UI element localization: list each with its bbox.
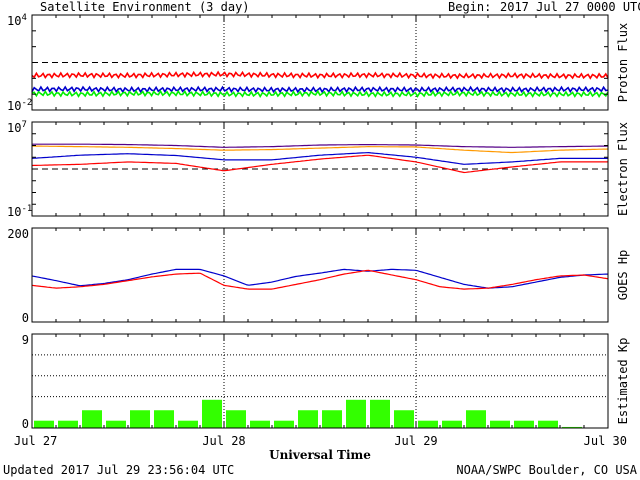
- panel-frame: [31, 333, 609, 429]
- kp-bar: [130, 410, 150, 428]
- series-line-1: [31, 85, 609, 94]
- y-tick-base: 10: [7, 205, 21, 219]
- y-tick-base: 0: [22, 417, 29, 431]
- y-tick-base: 10: [7, 99, 21, 113]
- y-tick-label: 9: [22, 333, 29, 347]
- credit-label: NOAA/SWPC Boulder, CO USA: [456, 463, 637, 477]
- y-axis-label: Proton Flux: [616, 23, 630, 102]
- x-tick-label: Jul 30: [584, 434, 627, 448]
- kp-bar: [58, 420, 78, 428]
- y-tick-base: 9: [22, 333, 29, 347]
- kp-bar: [418, 420, 438, 428]
- kp-bar: [562, 426, 582, 428]
- y-tick-label: 104: [7, 13, 27, 28]
- x-axis-title: Universal Time: [269, 448, 371, 462]
- y-tick-exponent: 4: [21, 13, 26, 23]
- y-tick-label: 200: [7, 227, 29, 241]
- y-axis-label: Electron Flux: [616, 122, 630, 216]
- kp-bar: [250, 420, 270, 428]
- kp-bar: [202, 399, 222, 428]
- series-line-0: [31, 268, 608, 289]
- y-axis-label: Estimated Kp: [616, 338, 630, 425]
- y-tick-base: 10: [7, 14, 21, 28]
- kp-bar: [82, 410, 102, 428]
- kp-bar: [178, 420, 198, 428]
- y-tick-exponent: 7: [21, 120, 26, 130]
- x-tick-label: Jul 27: [14, 434, 57, 448]
- kp-bar: [34, 420, 54, 428]
- kp-bar: [538, 420, 558, 428]
- kp-bar: [466, 410, 486, 428]
- kp-bar: [346, 399, 366, 428]
- y-tick-label: 107: [7, 120, 27, 135]
- y-tick-label: 0: [22, 417, 29, 431]
- chart-title: Satellite Environment (3 day): [40, 0, 250, 14]
- kp-bar: [154, 410, 174, 428]
- begin-date: 2017 Jul 27 0000 UTC: [500, 0, 640, 14]
- y-tick-label: 0: [22, 311, 29, 325]
- x-tick-label: Jul 29: [394, 434, 437, 448]
- y-tick-base: 10: [7, 121, 21, 135]
- y-tick-label: 10-1: [7, 204, 32, 219]
- kp-bar: [298, 410, 318, 428]
- kp-bar: [274, 420, 294, 428]
- begin-label: Begin:: [448, 0, 491, 14]
- panel-frame: [31, 227, 609, 323]
- panel-frame: [31, 121, 609, 217]
- y-tick-exponent: -2: [21, 98, 32, 108]
- kp-bar: [442, 420, 462, 428]
- kp-bar: [394, 410, 414, 428]
- y-axis-label: GOES Hp: [616, 250, 630, 301]
- kp-bar: [226, 410, 246, 428]
- series-line-0: [31, 145, 609, 154]
- updated-timestamp: Updated 2017 Jul 29 23:56:04 UTC: [3, 463, 234, 477]
- kp-bar: [370, 399, 390, 428]
- series-line-3: [31, 154, 608, 174]
- y-tick-base: 200: [7, 227, 29, 241]
- series-line-1: [31, 269, 609, 290]
- series-line-1: [32, 143, 609, 148]
- series-line-2: [31, 89, 609, 98]
- x-tick-label: Jul 28: [202, 434, 245, 448]
- kp-bar: [490, 420, 510, 428]
- y-tick-label: 10-2: [7, 98, 32, 113]
- kp-bar: [322, 410, 342, 428]
- series-line-0: [31, 70, 609, 80]
- kp-bar: [106, 420, 126, 428]
- kp-bar: [514, 420, 534, 428]
- y-tick-base: 0: [22, 311, 29, 325]
- series-line-2: [31, 151, 608, 165]
- y-tick-exponent: -1: [21, 204, 32, 214]
